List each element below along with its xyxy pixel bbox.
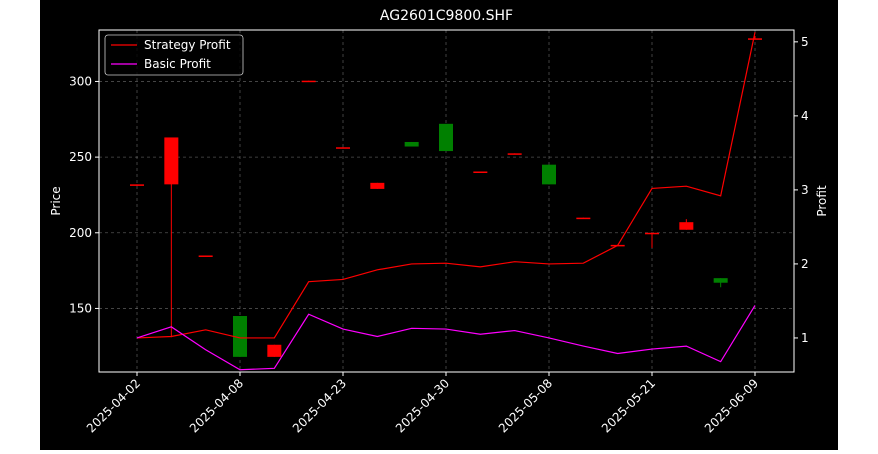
y-tick-label-right: 5	[801, 35, 809, 49]
candle-body	[198, 255, 213, 257]
y-tick-label-left: 300	[69, 74, 92, 88]
candle-body	[713, 278, 728, 283]
candle-body	[542, 164, 556, 185]
candle-body	[439, 123, 453, 152]
candle-body	[336, 147, 350, 149]
candle-body	[404, 141, 419, 147]
chart-title: AG2601C9800.SHF	[380, 8, 513, 24]
candle-body	[473, 171, 488, 173]
x-tick-label: 2025-04-23	[290, 376, 349, 435]
candle-body	[301, 80, 316, 83]
grid-lines	[99, 30, 794, 372]
candle-body	[267, 344, 282, 357]
candlestick-chart: 150 200 250 300 1 2 3 4 5 2025-04-02 2025-04-08 202…	[49, 8, 829, 436]
y-tick-label-left: 150	[69, 301, 92, 315]
candle-body	[576, 217, 591, 220]
y-tick-label-left: 200	[69, 226, 92, 240]
candle-body	[130, 184, 144, 186]
x-tick-label: 2025-05-21	[599, 376, 658, 435]
axes: 150 200 250 300 1 2 3 4 5 2025-04-02 2025-04-08 202…	[69, 35, 809, 436]
candle-body	[645, 232, 659, 235]
x-tick-label: 2025-05-08	[496, 376, 555, 435]
candle-body	[507, 153, 522, 155]
y-tick-label-right: 3	[801, 183, 809, 197]
y-tick-label-right: 2	[801, 257, 809, 271]
y-tick-label-right: 1	[801, 331, 809, 345]
x-tick-label: 2025-04-02	[84, 376, 143, 435]
candle-body	[748, 38, 762, 40]
x-tick-label: 2025-04-30	[393, 376, 452, 435]
y-tick-label-right: 4	[801, 109, 809, 123]
x-tick-label: 2025-04-08	[187, 376, 246, 435]
y-axis-label-right: Profit	[815, 185, 829, 217]
legend-label: Basic Profit	[144, 57, 211, 71]
candle-body	[233, 316, 247, 357]
y-tick-label-left: 250	[69, 150, 92, 164]
legend-label: Strategy Profit	[144, 38, 231, 52]
y-axis-label-left: Price	[49, 186, 63, 215]
candle-body	[679, 222, 694, 230]
candle-body	[164, 137, 179, 185]
legend-box	[104, 34, 244, 76]
x-tick-label: 2025-06-09	[702, 376, 761, 435]
chart-figure: 150 200 250 300 1 2 3 4 5 2025-04-02 2025-04-08 202…	[40, 0, 838, 450]
series-line	[136, 32, 756, 339]
candles	[130, 36, 762, 357]
series-line	[136, 305, 756, 371]
profit-lines	[136, 32, 756, 371]
candle-body	[370, 182, 385, 189]
legend: Strategy Profit Basic Profit	[104, 34, 244, 76]
